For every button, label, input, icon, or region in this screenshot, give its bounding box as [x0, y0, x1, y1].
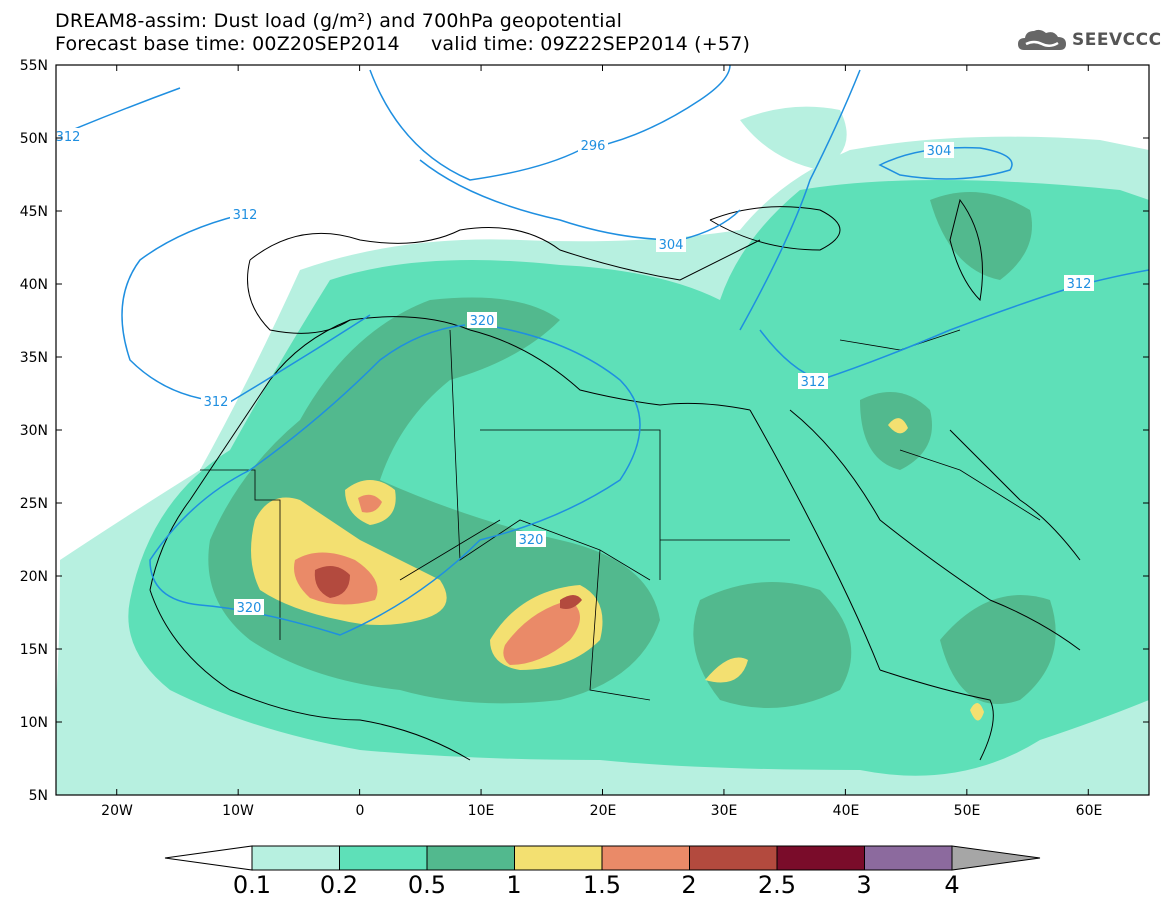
lat-label: 30N [20, 423, 48, 439]
contour-label: 320 [470, 314, 495, 329]
coastline-europe [249, 227, 761, 281]
lon-label: 30E [711, 803, 738, 819]
lat-label: 40N [20, 277, 48, 293]
lat-label: 25N [20, 496, 48, 512]
colorbar-below-arrow [164, 845, 253, 871]
country-borders [200, 329, 1041, 701]
contour-320-loop [149, 324, 641, 636]
colorbar-boxes [251, 845, 953, 871]
cloud-icon [1018, 29, 1066, 50]
colorbar-label: 2 [681, 871, 696, 899]
lon-label: 40E [833, 803, 860, 819]
colorbar-label: 3 [856, 871, 871, 899]
dust-band-0.5-caspian [930, 192, 1032, 280]
contour-label: 320 [237, 601, 262, 616]
colorbar-box [514, 845, 603, 871]
contour-label: 312 [204, 395, 229, 410]
dust-band-1-east [705, 657, 748, 683]
lon-label: 20W [101, 803, 133, 819]
contour-312-atlantic [121, 214, 241, 403]
contour-label: 320 [519, 533, 544, 548]
dust-band-0.5-southarabia [940, 595, 1056, 704]
dust-band-1-somalia [970, 702, 984, 721]
colorbar-label: 0.2 [320, 871, 358, 899]
coastlines [149, 198, 1081, 761]
contour-304-europe [419, 159, 741, 241]
contour-label: 312 [56, 130, 81, 145]
coastline-red-sea [749, 409, 881, 671]
lat-label: 20N [20, 569, 48, 585]
coastline-caspian [949, 198, 983, 302]
dust-band-1.5-north [358, 494, 382, 513]
coastline-gulf-of-aden [879, 669, 994, 761]
logo-text: SEEVCCC [1072, 30, 1162, 50]
contour-label: 312 [801, 375, 826, 390]
contour-label: 304 [659, 238, 684, 253]
contour-312-central [229, 314, 371, 403]
lon-label: 50E [954, 803, 981, 819]
lon-label: 20E [590, 803, 617, 819]
dust-band-2-center [560, 595, 582, 609]
contour-296 [369, 65, 731, 181]
geopotential-contours [59, 65, 1149, 636]
contour-label: 304 [927, 144, 952, 159]
lon-label: 10E [468, 803, 495, 819]
lon-label: 10W [222, 803, 254, 819]
seevccc-logo: SEEVCCC [1016, 26, 1162, 54]
colorbar-box [689, 845, 778, 871]
colorbar-box [339, 845, 428, 871]
lat-label: 50N [20, 131, 48, 147]
dust-band-0.1-north [740, 106, 847, 170]
contour-label: 312 [233, 208, 258, 223]
lat-label: 10N [20, 715, 48, 731]
lat-label: 5N [29, 788, 48, 804]
colorbar-label: 1 [506, 871, 521, 899]
dust-load-field [56, 65, 1149, 795]
map-title: DREAM8-assim: Dust load (g/m²) and 700hP… [55, 10, 623, 32]
colorbar-box [601, 845, 690, 871]
contour-312-europe [739, 69, 861, 331]
longitude-labels: 20W 10W 0 10E 20E 30E 40E 50E 60E [101, 803, 1102, 819]
colorbar-label: 4 [944, 871, 959, 899]
coastline-iberia [247, 259, 351, 334]
axis-ticks [56, 64, 1149, 796]
coastline-africa-west [149, 316, 471, 591]
coastline-black-sea [709, 206, 841, 251]
lon-label: 60E [1076, 803, 1103, 819]
coastline-west-africa-south [149, 589, 471, 761]
coastline-mediterranean-south [469, 329, 751, 411]
contour-label: 296 [581, 139, 606, 154]
colorbar-labels: 0.1 0.2 0.5 1 1.5 2 2.5 3 4 [233, 871, 960, 899]
lat-label: 35N [20, 350, 48, 366]
colorbar-box [864, 845, 953, 871]
dust-band-2-west [314, 566, 350, 598]
latitude-labels: 55N 50N 45N 40N 35N 30N 25N 20N 15N 10N … [20, 58, 48, 804]
contour-label: 312 [1067, 277, 1092, 292]
map-subtitle: Forecast base time: 00Z20SEP2014 valid t… [55, 33, 751, 55]
colorbar-label: 2.5 [758, 871, 796, 899]
contour-304-east [878, 146, 1013, 180]
colorbar-label: 1.5 [583, 871, 621, 899]
contour-labels: 312 296 304 312 320 312 312 320 320 304 … [54, 128, 1094, 616]
lat-label: 15N [20, 642, 48, 658]
colorbar-box [251, 845, 340, 871]
dust-band-1.5-center [503, 600, 580, 665]
colorbar-label: 0.1 [233, 871, 271, 899]
colorbar-box [776, 845, 865, 871]
coastline-arabia [789, 409, 1081, 651]
lon-label: 0 [356, 803, 365, 819]
lat-label: 45N [20, 204, 48, 220]
colorbar-above-arrow [951, 845, 1041, 871]
colorbar-label: 0.5 [408, 871, 446, 899]
colorbar-box [426, 845, 515, 871]
lat-label: 55N [20, 58, 48, 74]
dust-band-1-arabia [888, 418, 908, 434]
colorbar: 0.1 0.2 0.5 1 1.5 2 2.5 3 4 [164, 845, 1041, 899]
coastline-persian-gulf [949, 429, 1081, 561]
dust-band-0.5-east [693, 582, 852, 708]
